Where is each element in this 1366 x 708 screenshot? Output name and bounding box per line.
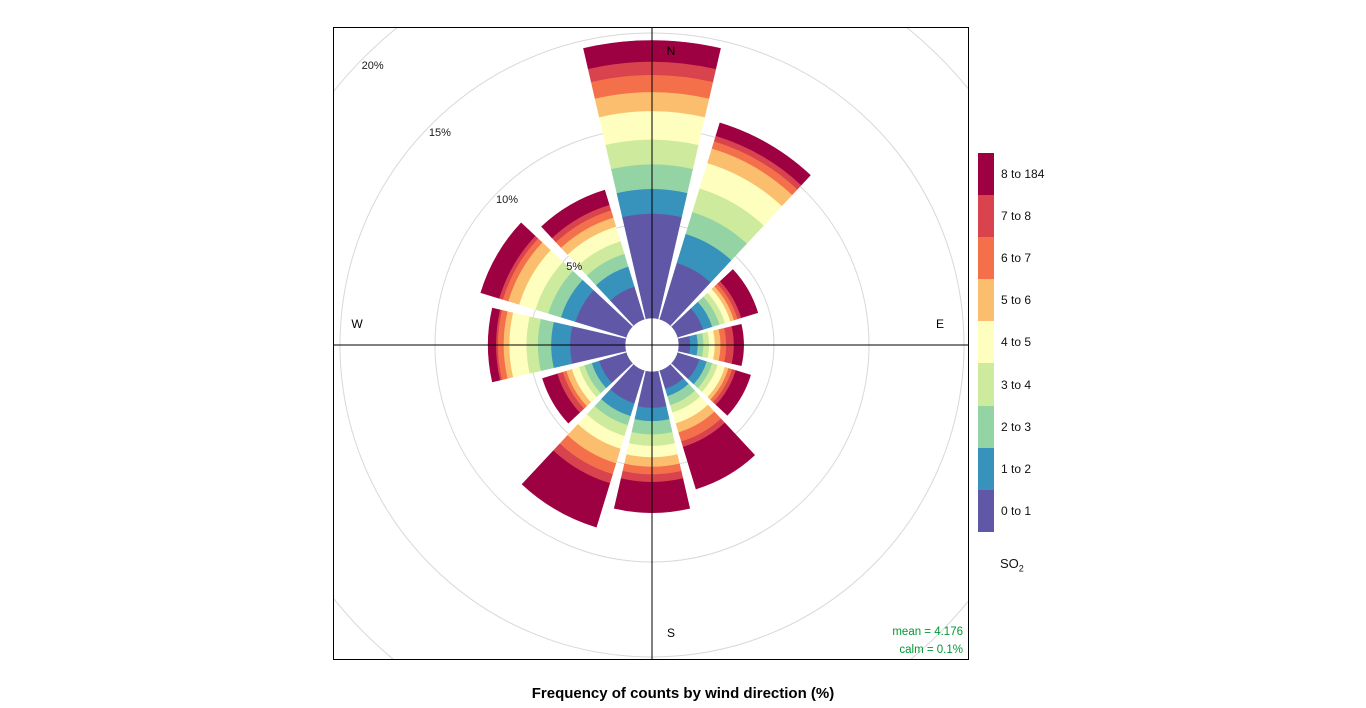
petal-ENE-bin-8-to-184 <box>719 269 759 319</box>
legend-label-4-to-5: 4 to 5 <box>1001 335 1032 350</box>
legend-title-base: SO <box>1000 555 1019 571</box>
petal-SSW-bin-8-to-184 <box>521 450 611 528</box>
compass-label-north: N <box>666 44 676 58</box>
legend-swatch-0-to-1 <box>978 489 994 532</box>
legend-labels: 8 to 184 7 to 8 6 to 7 5 to 6 4 to 5 3 to 4 2 … <box>1001 153 1044 532</box>
legend-swatch-4-to-5 <box>978 321 994 364</box>
legend-swatch-7-to-8 <box>978 195 994 238</box>
stats-annotation: mean = 4.176 calm = 0.1% <box>892 623 963 659</box>
compass-label-east: E <box>935 317 945 331</box>
legend-label-6-to-7: 6 to 7 <box>1001 251 1032 266</box>
legend-swatch-6-to-7 <box>978 237 994 280</box>
legend-swatch-1-to-2 <box>978 447 994 490</box>
legend-title-so2: SO2 <box>1000 556 1024 574</box>
legend-title-subscript: 2 <box>1018 563 1024 574</box>
ring-label-5pct: 5% <box>566 261 583 274</box>
petal-ESE-bin-8-to-184 <box>715 370 751 416</box>
legend-label-8-to-184: 8 to 184 <box>1001 167 1045 182</box>
ring-label-20pct: 20% <box>361 59 384 72</box>
legend-label-1-to-2: 1 to 2 <box>1001 461 1032 476</box>
legend-label-0-to-1: 0 to 1 <box>1001 503 1032 518</box>
petal-NNE-bin-8-to-184 <box>715 122 811 186</box>
compass-label-south: S <box>666 626 676 640</box>
ring-label-15pct: 15% <box>428 126 451 139</box>
petals <box>480 40 811 528</box>
petal-WNW-bin-8-to-184 <box>480 222 536 299</box>
calm-value: calm = 0.1% <box>899 644 963 656</box>
ring-label-10pct: 10% <box>496 194 519 207</box>
legend-swatch-5-to-6 <box>978 279 994 322</box>
compass-label-west: W <box>351 317 363 331</box>
legend-swatch-8-to-184 <box>978 153 994 196</box>
legend-label-7-to-8: 7 to 8 <box>1001 209 1032 224</box>
legend-color-bar <box>978 153 994 532</box>
legend-label-2-to-3: 2 to 3 <box>1001 419 1032 434</box>
chart-title: Frequency of counts by wind direction (%… <box>531 685 835 702</box>
legend-label-5-to-6: 5 to 6 <box>1001 293 1032 308</box>
petal-WSW-bin-8-to-184 <box>542 373 580 424</box>
legend-label-3-to-4: 3 to 4 <box>1001 377 1032 392</box>
plot-border <box>333 27 969 660</box>
legend-swatch-2-to-3 <box>978 405 994 448</box>
mean-value: mean = 4.176 <box>892 626 963 638</box>
petal-SSE-bin-8-to-184 <box>682 422 756 490</box>
petal-NNW-bin-8-to-184 <box>541 189 610 239</box>
legend-swatch-3-to-4 <box>978 363 994 406</box>
